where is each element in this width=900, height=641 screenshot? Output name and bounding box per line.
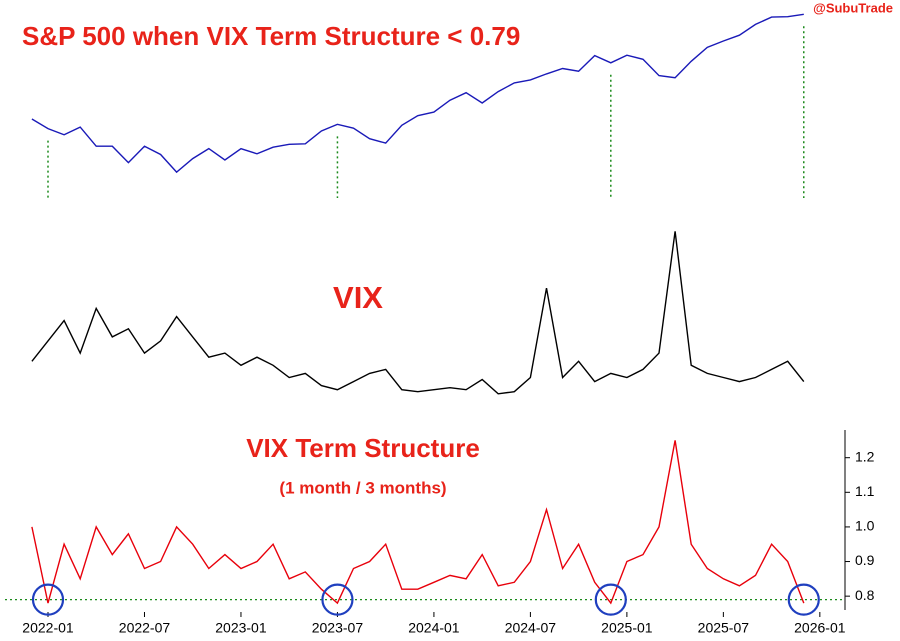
signal-circle bbox=[594, 583, 627, 616]
y-tick-label: 0.8 bbox=[855, 587, 875, 603]
chart-title: S&P 500 when VIX Term Structure < 0.79 bbox=[22, 21, 520, 51]
y-tick-label: 1.1 bbox=[855, 483, 875, 499]
series-line bbox=[31, 13, 804, 174]
x-tick-label: 2025-07 bbox=[698, 620, 750, 636]
series-line bbox=[31, 231, 805, 395]
chart-subtitle: (1 month / 3 months) bbox=[279, 478, 446, 497]
y-tick-label: 1.2 bbox=[855, 448, 875, 464]
signal-circle bbox=[787, 583, 820, 616]
x-tick-label: 2023-01 bbox=[215, 620, 267, 636]
x-tick-label: 2024-01 bbox=[408, 620, 460, 636]
chart-title: VIX Term Structure bbox=[246, 433, 480, 463]
watermark: @SubuTrade bbox=[813, 0, 893, 15]
x-tick-label: 2023-07 bbox=[312, 620, 364, 636]
series-line bbox=[31, 440, 805, 605]
signal-circle bbox=[31, 583, 65, 616]
x-tick-label: 2025-01 bbox=[601, 620, 653, 636]
x-tick-label: 2026-01 bbox=[794, 620, 846, 636]
x-tick-label: 2022-01 bbox=[22, 620, 74, 636]
chart-title: VIX bbox=[333, 280, 383, 315]
x-tick-label: 2022-07 bbox=[119, 620, 171, 636]
y-tick-label: 1.0 bbox=[855, 518, 875, 534]
x-tick-label: 2024-07 bbox=[505, 620, 557, 636]
signal-circle bbox=[321, 583, 354, 616]
y-tick-label: 0.9 bbox=[855, 552, 875, 568]
